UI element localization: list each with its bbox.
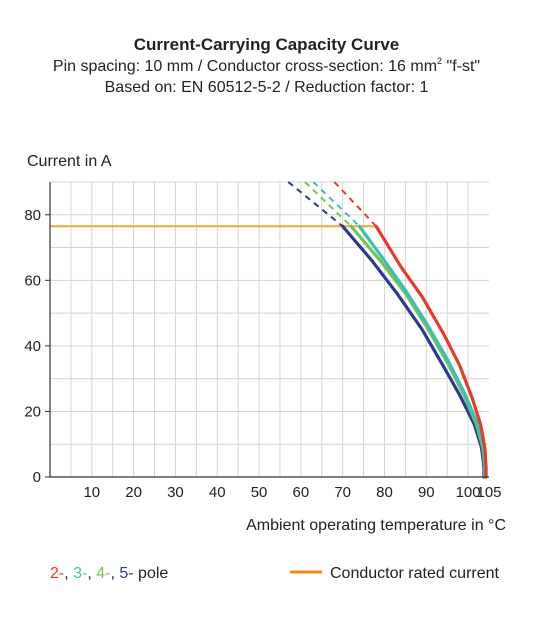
- x-tick-label: 10: [83, 484, 100, 501]
- legend-pole-part: ,: [110, 565, 119, 582]
- legend-pole-part: 4-: [96, 565, 110, 582]
- y-tick-label: 20: [24, 403, 41, 420]
- y-tick-labels: 0 20 40 60 80: [24, 207, 41, 486]
- y-tick-label: 60: [24, 272, 41, 289]
- series-dashed-segment: [304, 181, 352, 227]
- series-line: [349, 224, 487, 479]
- series-line: [357, 224, 487, 479]
- x-tick-label: 90: [418, 484, 435, 501]
- chart-subtitle-2: Based on: EN 60512-5-2 / Reduction facto…: [104, 79, 429, 96]
- x-tick-label: 70: [334, 484, 351, 501]
- y-tick-label: 80: [24, 207, 41, 224]
- subtitle-1-prefix: Pin spacing: 10 mm / Conductor cross-sec…: [52, 58, 438, 75]
- legend-pole-part: pole: [134, 565, 169, 582]
- legend-pole-part: 3-: [73, 565, 87, 582]
- chart-titles: Current-Carrying Capacity Curve Pin spac…: [0, 34, 533, 98]
- series-dashed-segment: [287, 181, 344, 228]
- grid: [50, 181, 489, 477]
- x-tick-label: 40: [209, 484, 226, 501]
- series-dashed-segment: [312, 181, 361, 227]
- axes: [45, 182, 489, 478]
- series-group: [287, 181, 488, 479]
- x-tick-label: 20: [125, 484, 142, 501]
- x-tick-label: 50: [251, 484, 268, 501]
- legend-rated-label: Conductor rated current: [330, 565, 500, 582]
- legend-pole-part: 5-: [119, 565, 133, 582]
- x-tick-label: 30: [167, 484, 184, 501]
- series-line: [374, 224, 488, 479]
- legend-pole: 2-, 3-, 4-, 5- pole: [50, 565, 168, 582]
- x-tick-label: 60: [293, 484, 310, 501]
- x-tick-label: 100: [456, 484, 481, 501]
- y-tick-label: 40: [24, 338, 41, 355]
- chart-title: Current-Carrying Capacity Curve: [133, 35, 400, 54]
- x-tick-label: 105: [476, 484, 501, 501]
- chart-subtitle-1: Pin spacing: 10 mm / Conductor cross-sec…: [0, 56, 533, 77]
- legend-pole-part: ,: [64, 565, 73, 582]
- subtitle-1-suffix: "f-st": [442, 58, 481, 75]
- y-axis-label: Current in A: [27, 153, 112, 170]
- series-dashed-segment: [333, 181, 377, 227]
- legend-pole-part: 2-: [50, 565, 64, 582]
- y-tick-label: 0: [33, 469, 41, 486]
- legend-pole-part: ,: [87, 565, 96, 582]
- x-tick-label: 80: [376, 484, 393, 501]
- x-axis-label: Ambient operating temperature in °C: [246, 517, 506, 534]
- subtitle-1-sup: 2: [437, 56, 443, 66]
